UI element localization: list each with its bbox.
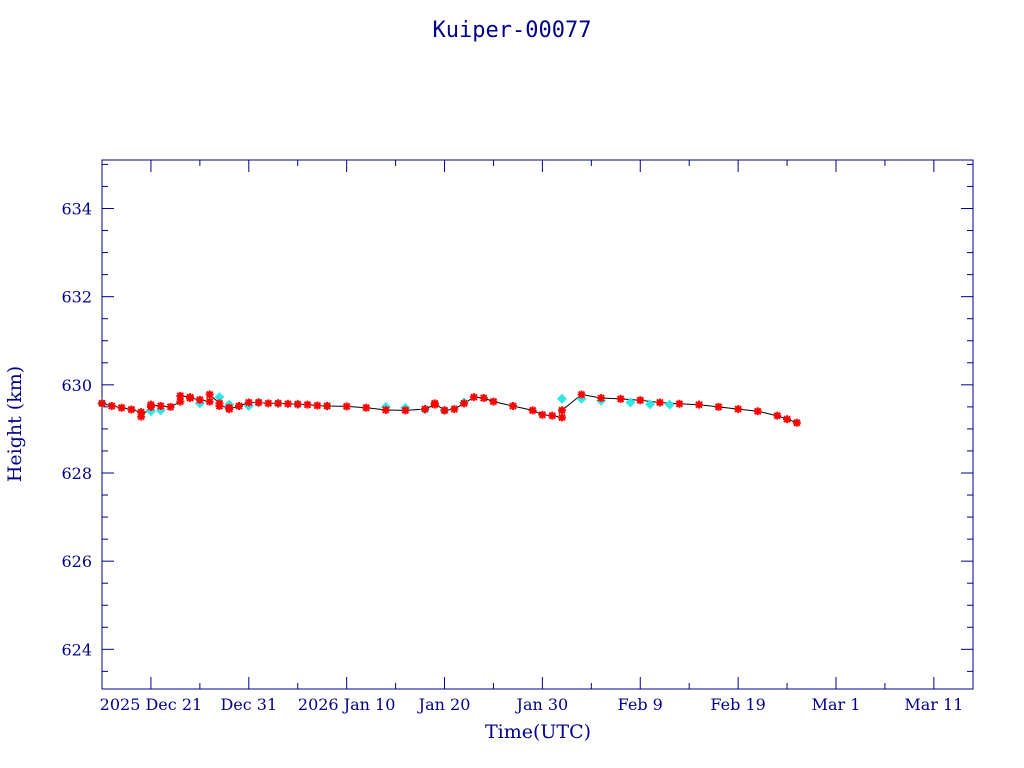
y-tick-label: 626: [61, 552, 92, 571]
y-tick-label: 634: [61, 199, 92, 218]
data-point-cyan: [625, 397, 636, 408]
x-tick-label: 2025 Dec 21: [100, 695, 203, 714]
data-point-red: [440, 406, 449, 415]
data-point-red: [792, 418, 801, 427]
data-point-red: [636, 396, 645, 405]
data-point-red: [675, 399, 684, 408]
y-tick-label: 632: [61, 288, 92, 307]
data-point-red: [176, 397, 185, 406]
data-point-red: [783, 415, 792, 424]
data-point-red: [469, 393, 478, 402]
x-tick-label: Feb 9: [618, 695, 663, 714]
y-tick-labels: 624 626 628 630 632 634: [61, 199, 92, 659]
data-point-red: [137, 412, 146, 421]
y-tick-label: 628: [61, 464, 92, 483]
data-point-red: [205, 390, 214, 399]
data-point-red: [283, 399, 292, 408]
data-point-red: [420, 405, 429, 414]
data-point-cyan: [214, 392, 225, 403]
data-point-red: [156, 401, 165, 410]
data-point-red: [293, 400, 302, 409]
series-markers-red: [98, 390, 801, 427]
x-tick-label: Jan 30: [515, 695, 569, 714]
data-point-red: [146, 400, 155, 409]
x-tick-label: Dec 31: [220, 695, 277, 714]
data-point-red: [244, 398, 253, 407]
axis-ticks: [101, 160, 973, 689]
data-point-red: [254, 398, 263, 407]
x-axis-label: Time(UTC): [485, 721, 591, 743]
data-point-red: [313, 401, 322, 410]
data-point-red: [362, 403, 371, 412]
data-point-red: [597, 394, 606, 403]
data-point-red: [489, 397, 498, 406]
x-tick-label: 2026 Jan 10: [298, 695, 396, 714]
data-point-red: [274, 399, 283, 408]
data-point-cyan: [645, 399, 656, 410]
data-point-red: [235, 401, 244, 410]
data-point-red: [225, 405, 234, 414]
data-point-red: [117, 403, 126, 412]
data-point-red: [342, 402, 351, 411]
data-point-red: [127, 405, 136, 414]
data-point-red: [548, 411, 557, 420]
data-point-red: [98, 399, 106, 408]
data-point-red: [528, 406, 537, 415]
data-point-red: [538, 410, 547, 419]
data-point-red: [557, 413, 566, 422]
data-point-red: [694, 400, 703, 409]
data-point-red: [616, 394, 625, 403]
data-point-red: [577, 390, 586, 399]
data-point-red: [479, 394, 488, 403]
x-tick-label: Mar 11: [904, 695, 963, 714]
plot-frame: [101, 159, 974, 690]
data-point-red: [460, 399, 469, 408]
data-point-red: [186, 394, 195, 403]
data-point-red: [430, 399, 439, 408]
data-point-red: [557, 406, 566, 415]
data-point-red: [401, 406, 410, 415]
y-axis-label: Height (km): [4, 366, 26, 482]
data-point-cyan: [556, 393, 567, 404]
data-point-red: [215, 401, 224, 410]
data-point-red: [714, 402, 723, 411]
data-point-red: [773, 411, 782, 420]
data-point-red: [753, 407, 762, 416]
data-point-red: [195, 395, 204, 404]
data-point-red: [450, 405, 459, 414]
x-tick-labels: 2025 Dec 21 Dec 31 2026 Jan 10 Jan 20 Jan 30…: [100, 695, 964, 714]
y-tick-label: 630: [61, 376, 92, 395]
data-point-red: [107, 401, 116, 410]
data-point-cyan: [664, 399, 675, 410]
data-point-red: [176, 391, 185, 400]
data-point-red: [166, 402, 175, 411]
y-tick-label: 624: [61, 640, 92, 659]
data-point-red: [303, 400, 312, 409]
data-point-red: [381, 405, 390, 414]
data-point-red: [205, 397, 214, 406]
chart-title: Kuiper-00077: [433, 18, 592, 43]
x-tick-label: Mar 1: [812, 695, 861, 714]
x-tick-label: Feb 19: [710, 695, 765, 714]
x-tick-label: Jan 20: [417, 695, 471, 714]
data-point-red: [137, 408, 146, 417]
data-point-red: [509, 401, 518, 410]
data-point-red: [655, 398, 664, 407]
data-point-red: [323, 401, 332, 410]
plot-area: [97, 390, 801, 427]
data-point-red: [264, 399, 273, 408]
data-point-red: [734, 405, 743, 414]
